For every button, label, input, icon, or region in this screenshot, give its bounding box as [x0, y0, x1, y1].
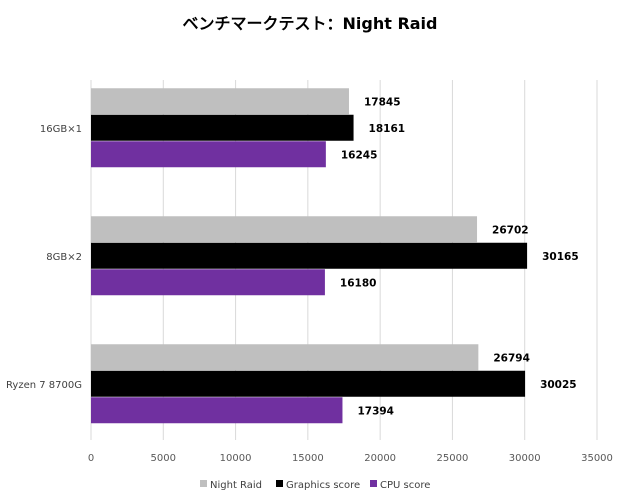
data-label: 26794	[493, 353, 530, 365]
bar-night-raid	[91, 88, 349, 115]
category-label: 8GB×2	[46, 252, 82, 263]
data-label: 18161	[369, 123, 406, 135]
data-label: 17845	[364, 97, 401, 109]
data-label: 26702	[492, 225, 529, 237]
x-tick-label: 0	[88, 453, 94, 464]
legend-swatch	[276, 480, 283, 487]
data-label: 16180	[340, 278, 377, 290]
legend-item: CPU score	[370, 480, 430, 491]
bar-night-raid	[91, 216, 478, 243]
x-tick-label: 20000	[364, 453, 396, 464]
legend-label: Graphics score	[286, 480, 360, 491]
data-label: 17394	[357, 406, 394, 418]
legend: Night Raid Graphics score CPU score	[200, 480, 430, 491]
category-label: 16GB×1	[40, 124, 82, 135]
bar-graphics-score	[91, 114, 354, 141]
bar-graphics-score	[91, 242, 528, 269]
bar-cpu-score	[91, 397, 343, 424]
data-labels: 17845 18161 16245 26702 30165 16180 26794 30025…	[340, 97, 579, 418]
chart-title: ベンチマークテスト：Night Raid	[183, 14, 438, 33]
category-label: Ryzen 7 8700G	[6, 380, 82, 391]
legend-label: Night Raid	[210, 480, 262, 491]
x-tick-label: 5000	[151, 453, 176, 464]
data-label: 30165	[542, 251, 579, 263]
legend-item: Graphics score	[276, 480, 360, 491]
bar-cpu-score	[91, 269, 325, 296]
legend-item: Night Raid	[200, 480, 262, 491]
legend-label: CPU score	[380, 480, 430, 491]
category-labels: 16GB×1 8GB×2 Ryzen 7 8700G	[6, 124, 82, 391]
x-tick-label: 30000	[509, 453, 541, 464]
legend-swatch	[200, 480, 207, 487]
x-tick-label: 25000	[437, 453, 469, 464]
data-label: 30025	[540, 379, 577, 391]
x-tick-label: 15000	[292, 453, 324, 464]
data-label: 16245	[341, 150, 378, 162]
bar-night-raid	[91, 344, 479, 371]
bars	[91, 88, 528, 424]
legend-swatch	[370, 480, 377, 487]
bar-cpu-score	[91, 141, 326, 168]
x-tick-label: 35000	[581, 453, 613, 464]
x-axis-ticks: 0 5000 10000 15000 20000 25000 30000 35000	[88, 453, 613, 464]
x-tick-label: 10000	[220, 453, 252, 464]
bar-graphics-score	[91, 370, 526, 397]
